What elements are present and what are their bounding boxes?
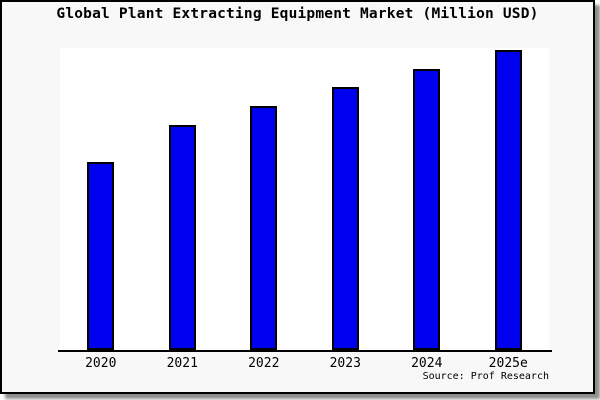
bar-column-2023 — [305, 48, 387, 350]
bar-column-2022 — [223, 48, 305, 350]
bar-2024 — [413, 69, 441, 350]
x-axis-labels: 2020 2021 2022 2023 2024 2025e — [60, 356, 549, 371]
bar-column-2020 — [60, 48, 142, 350]
bar-2022 — [250, 105, 278, 350]
bar-2021 — [168, 125, 196, 350]
x-tick-label-2022: 2022 — [248, 356, 280, 371]
x-axis-line — [58, 350, 552, 352]
x-tick-label-2023: 2023 — [329, 356, 361, 371]
plot-area — [60, 48, 549, 350]
bar-column-2025e — [468, 48, 550, 350]
x-tick-label-2021: 2021 — [166, 356, 198, 371]
bar-2020 — [87, 161, 115, 350]
bar-2023 — [331, 86, 359, 350]
x-tick-label-2020: 2020 — [85, 356, 117, 371]
x-tick-label-2025e: 2025e — [488, 356, 528, 371]
chart-card: Global Plant Extracting Equipment Market… — [0, 0, 595, 394]
bar-column-2024 — [386, 48, 468, 350]
chart-title: Global Plant Extracting Equipment Market… — [56, 6, 539, 22]
bar-column-2021 — [142, 48, 224, 350]
bar-2025e — [494, 50, 522, 350]
x-tick-label-2024: 2024 — [411, 356, 443, 371]
bars-row — [60, 48, 549, 350]
source-note: Source: Prof Research — [422, 371, 549, 382]
